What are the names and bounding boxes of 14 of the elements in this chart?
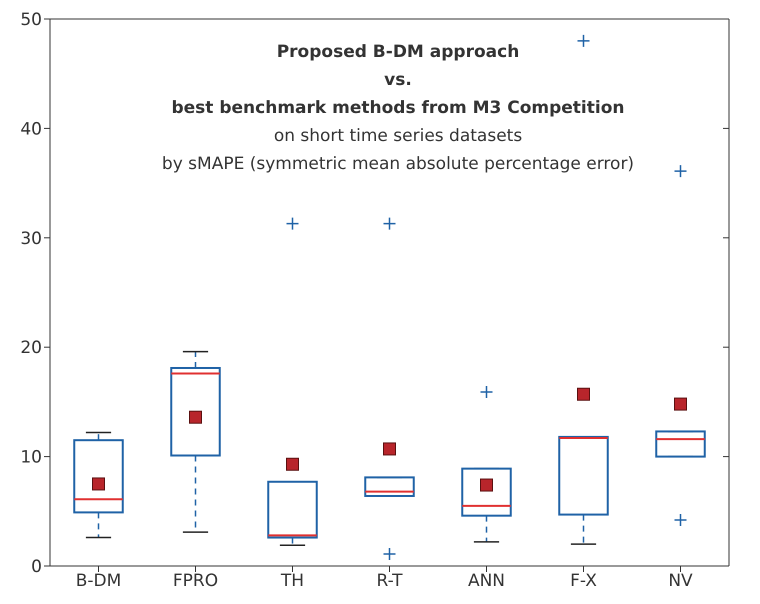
- y-tick-label: 50: [20, 10, 42, 30]
- x-tick-label: R-T: [376, 571, 404, 592]
- x-tick-label: FPRO: [172, 571, 218, 592]
- text: on short time series datasets by sMAPE (symmetric mean absolute percentage error): [160, 125, 636, 176]
- x-tick-label: TH: [280, 571, 304, 592]
- x-tick-label: B-DM: [76, 571, 122, 592]
- x-tick-label: F-X: [570, 571, 598, 592]
- x-tick-label: NV: [668, 571, 694, 592]
- y-tick-label: 40: [20, 119, 42, 140]
- y-tick-label: 0: [31, 557, 42, 578]
- x-tick-label: ANN: [468, 571, 506, 592]
- y-tick-label: 30: [20, 228, 42, 249]
- y-tick-label: 10: [20, 448, 42, 468]
- y-tick-label: 20: [20, 338, 42, 358]
